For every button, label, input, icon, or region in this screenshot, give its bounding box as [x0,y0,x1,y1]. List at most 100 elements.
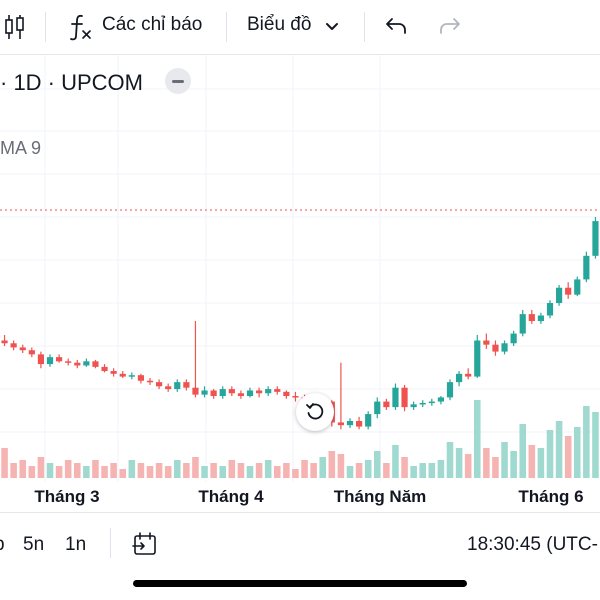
volume-bar [537,448,545,478]
candle-body [65,361,72,363]
bottom-bar-divider [110,528,111,558]
volume-bar [164,466,172,478]
volume-bar [355,463,363,478]
price-chart[interactable] [0,54,600,482]
candle-body [592,221,599,256]
volume-bar [110,463,117,478]
volume-bar [328,451,336,478]
candle-body [437,397,444,402]
candle-body [46,357,54,365]
candle-body [119,373,126,377]
candle-body [456,373,463,383]
volume-bar [319,457,326,478]
volume-bar [64,460,72,478]
candle-body [374,401,381,415]
redo-icon[interactable] [438,15,462,37]
volume-bar [37,457,45,478]
volume-bar [510,451,517,478]
ma-indicator-label[interactable]: MA 9 [0,138,42,158]
candle-body [419,402,426,405]
candle-body [56,357,63,362]
volume-bar [228,460,236,478]
volume-bar [483,448,490,478]
candle-body [246,390,254,397]
volume-bar [246,466,254,478]
candle-body [401,387,408,408]
volume-bar [201,466,208,478]
volume-bar [128,460,136,478]
candle-body [83,361,90,366]
candle-body [574,279,581,295]
volume-bar [255,463,263,478]
symbol-legend[interactable]: · 1D · UPCOM [0,70,143,95]
reset-chart-button[interactable] [296,393,334,431]
volume-bar [428,463,436,478]
volume-bar [546,430,554,478]
candle-body [74,362,81,366]
candle-body [583,255,590,280]
undo-icon[interactable] [384,15,408,37]
time-axis-label-may: Tháng Năm [333,487,427,506]
candle-body [101,366,108,372]
volume-bar [474,400,481,478]
candle-body [28,350,35,355]
candle-body [465,373,472,377]
function-icon[interactable] [68,12,94,42]
time-axis-divider [0,512,600,513]
indicators-button[interactable]: Các chỉ báo [102,14,203,35]
candle-body [446,382,454,398]
volume-bar [83,466,90,478]
candle-body [128,375,135,377]
candle-body [192,387,199,395]
volume-bar [519,424,526,478]
range-button-1y[interactable]: 1n [65,534,87,555]
candle-body [501,343,508,352]
candle-body [483,340,490,345]
toolbar-divider [364,12,365,42]
volume-bar [564,436,572,478]
chevron-down-icon[interactable] [325,20,339,34]
volume-bar [410,466,417,478]
candle-body [492,344,499,352]
candle-body [265,389,272,394]
volume-bar [174,460,181,478]
volume-bar [264,460,272,478]
candle-body [510,333,517,344]
candle-body [383,401,390,408]
volume-bar [364,460,372,478]
volume-bar [583,406,590,478]
volume-bar [46,463,54,478]
candle-body [174,382,181,390]
candle-body [146,380,154,383]
candle-body [365,414,372,427]
volume-bar [310,463,317,478]
candle-body [274,389,281,392]
go-to-date-icon[interactable] [132,531,158,557]
volume-bar [74,463,81,478]
volume-bar [155,463,163,478]
volume-bar [337,454,345,478]
chart-type-button[interactable]: Biểu đồ [247,14,312,35]
candle-body [228,389,235,394]
candle-body [356,421,363,427]
volume-bar [92,460,99,478]
volume-bar [401,457,408,478]
time-axis-label-mar: Tháng 3 [34,487,100,506]
volume-bar [274,466,281,478]
legend-collapse-button[interactable] [165,68,191,94]
home-indicator [133,580,467,587]
range-button-partial[interactable]: b [0,534,5,556]
volume-bar [10,463,17,478]
range-button-5y[interactable]: 5n [23,534,45,555]
chart-toolbar: Các chỉ báo Biểu đồ [0,0,600,55]
volume-bar [101,466,108,478]
candle-body [283,391,290,397]
candle-body [519,314,526,334]
volume-bar [464,454,472,478]
candle-body [346,421,354,426]
candle-body [156,382,163,387]
clock-timezone[interactable]: 18:30:45 (UTC- [467,534,598,555]
toolbar-divider [45,12,46,42]
candle-body [428,401,435,404]
candles-icon[interactable] [4,14,26,40]
